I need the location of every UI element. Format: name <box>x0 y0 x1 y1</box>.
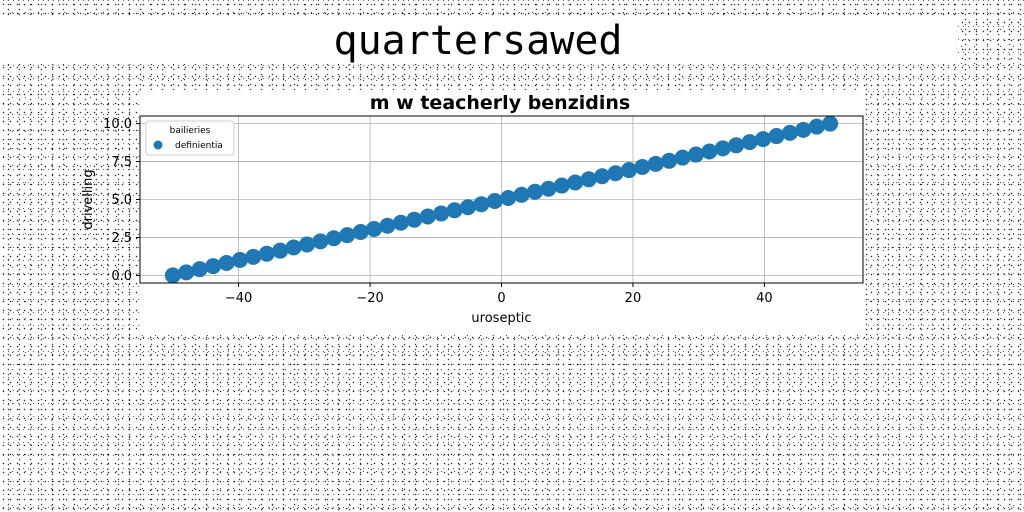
legend-marker-definientia <box>153 140 163 150</box>
chart-title-group: m w teacherly benzidins <box>370 92 630 114</box>
x-tick-label: 40 <box>756 291 773 306</box>
data-point <box>486 193 503 210</box>
y-tick-label: 0.0 <box>111 269 132 284</box>
y-tick-label: 10.0 <box>103 117 132 132</box>
data-point <box>567 174 584 191</box>
data-point <box>687 146 704 163</box>
data-point <box>285 239 302 256</box>
data-point <box>366 220 383 237</box>
y-tick-label: 5.0 <box>111 193 132 208</box>
data-point <box>808 118 825 135</box>
x-tick-label: −40 <box>225 291 252 306</box>
data-point <box>553 177 570 194</box>
legend-label-definientia: definientia <box>175 141 223 151</box>
data-point <box>540 180 557 197</box>
data-point <box>527 183 544 200</box>
data-point <box>205 258 222 275</box>
data-point <box>728 137 745 154</box>
data-point <box>272 242 289 259</box>
data-point <box>701 143 718 160</box>
data-point <box>714 140 731 157</box>
data-point <box>607 165 624 182</box>
data-point <box>741 134 758 151</box>
y-tick-label: 7.5 <box>111 155 132 170</box>
x-tick-label: 0 <box>497 291 505 306</box>
axis-ticks: −40 −20 0 20 40 0.0 2.5 5.0 7.5 10.0 <box>103 117 773 306</box>
chart-title: m w teacherly benzidins <box>370 92 630 114</box>
data-point <box>258 245 275 262</box>
data-point <box>164 267 181 284</box>
data-point <box>781 124 798 141</box>
data-point <box>446 202 463 219</box>
data-point <box>594 168 611 185</box>
data-point <box>218 254 235 271</box>
data-point <box>768 128 785 145</box>
y-tick-label: 2.5 <box>111 231 132 246</box>
data-point <box>795 121 812 138</box>
data-point <box>325 230 342 247</box>
data-point <box>513 186 530 203</box>
data-point <box>352 223 369 240</box>
data-point <box>822 115 839 132</box>
chart-backdrop <box>140 90 865 335</box>
data-point <box>231 251 248 268</box>
data-point <box>647 155 664 172</box>
data-point <box>634 159 651 176</box>
data-point <box>500 189 517 206</box>
data-point <box>661 152 678 169</box>
data-point <box>419 208 436 225</box>
data-point <box>379 217 396 234</box>
legend-title: bailieries <box>170 126 211 136</box>
data-point <box>178 264 195 281</box>
x-tick-label: −20 <box>356 291 383 306</box>
data-points <box>164 115 839 284</box>
figure-suptitle: quartersawed <box>0 18 956 64</box>
chart-legend: bailieries definientia <box>145 120 235 156</box>
data-point <box>674 149 691 166</box>
data-point <box>620 162 637 179</box>
data-point <box>406 211 423 228</box>
x-tick-label: 20 <box>625 291 642 306</box>
data-point <box>392 214 409 231</box>
x-axis-label: uroseptic <box>471 311 531 326</box>
data-point <box>473 196 490 213</box>
data-point <box>580 171 597 188</box>
data-point <box>755 131 772 148</box>
y-axis-label: drivelling <box>81 169 96 229</box>
data-point <box>191 261 208 278</box>
data-point <box>339 227 356 244</box>
data-point <box>433 205 450 222</box>
data-point <box>459 199 476 216</box>
data-point <box>245 248 262 265</box>
data-point <box>299 236 316 253</box>
legend-box <box>145 120 235 156</box>
data-point <box>312 233 329 250</box>
